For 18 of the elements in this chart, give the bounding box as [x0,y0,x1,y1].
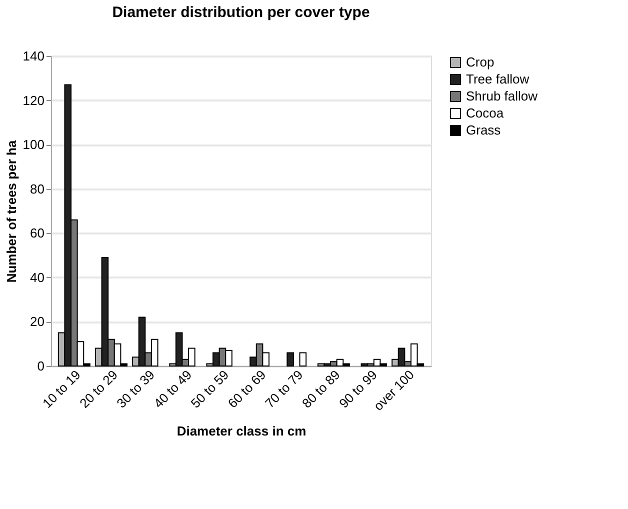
y-tick-label: 20 [30,314,44,330]
y-axis-title: Number of trees per ha [4,140,19,283]
y-tick-label: 140 [22,48,44,64]
chart-title: Diameter distribution per cover type [112,4,370,21]
legend-label: Grass [466,122,502,138]
y-tick-label: 120 [22,92,44,108]
x-axis-title: Diameter class in cm [176,423,306,438]
legend-label: Tree fallow [466,72,530,86]
bar [286,352,294,366]
y-tick-label: 40 [30,270,44,285]
y-tick-label: 0 [37,358,44,374]
y-tick-label: 80 [30,181,44,196]
y-tick-label: 100 [22,137,44,152]
legend-label: Cocoa [466,106,504,120]
legend-label: Shrub fallow [466,88,538,104]
bar [299,352,307,366]
legend-label: Crop [466,54,494,70]
y-tick-label: 60 [30,226,44,241]
